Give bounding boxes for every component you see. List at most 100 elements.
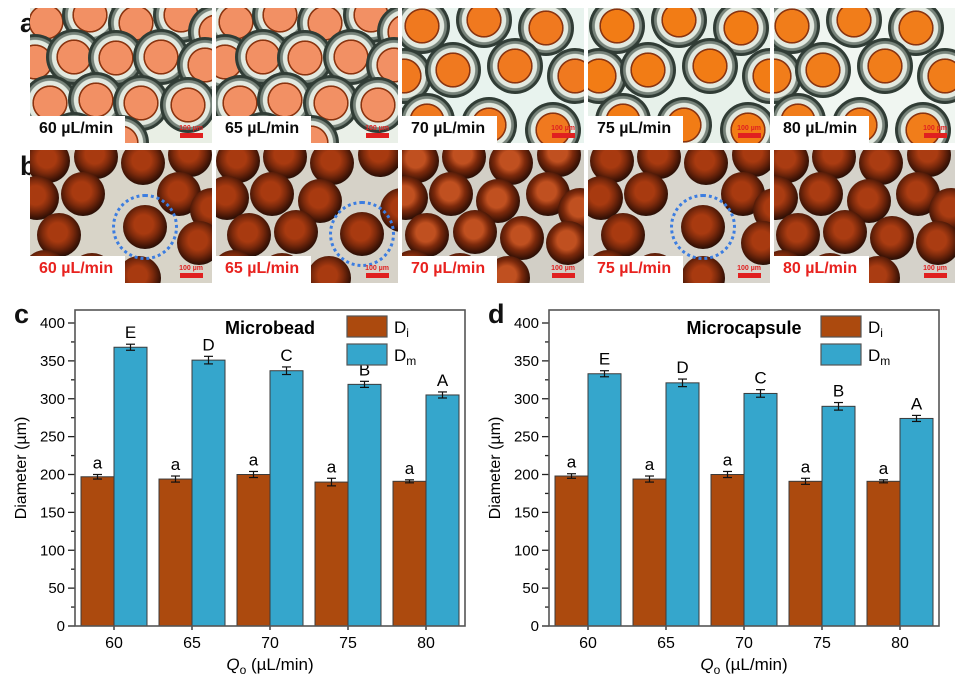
y-tick-label: 300 bbox=[514, 391, 539, 408]
legend-swatch-Dm bbox=[346, 343, 388, 366]
microsphere bbox=[216, 175, 249, 220]
y-tick-label: 400 bbox=[514, 315, 539, 332]
core-shell-droplet bbox=[620, 42, 677, 99]
microsphere bbox=[588, 175, 623, 220]
scale-bar: 100 µm bbox=[923, 125, 947, 138]
microsphere bbox=[357, 150, 398, 178]
y-tick-label: 50 bbox=[522, 580, 539, 597]
microsphere bbox=[740, 221, 770, 266]
bar-Di-60 bbox=[554, 475, 589, 627]
y-tick-label: 100 bbox=[514, 542, 539, 559]
y-tick-label: 0 bbox=[57, 618, 65, 635]
significance-letter: E bbox=[599, 350, 610, 369]
flow-rate-label: 60 µL/min bbox=[30, 256, 126, 283]
y-tick-label: 200 bbox=[40, 467, 65, 484]
microsphere bbox=[120, 150, 165, 186]
flow-rate-label: 70 µL/min bbox=[402, 256, 498, 283]
significance-letter: a bbox=[171, 455, 181, 474]
dotted-highlight-circle bbox=[111, 194, 178, 261]
y-tick-label: 100 bbox=[40, 542, 65, 559]
plot-frame bbox=[548, 309, 940, 627]
micrograph-row-b: 60 µL/min 100 µm 65 µL/min 100 µm 70 µL/min 1… bbox=[0, 150, 955, 283]
bar-Di-75 bbox=[314, 481, 349, 627]
y-tick-label: 300 bbox=[40, 391, 65, 408]
scale-bar-label: 100 µm bbox=[365, 125, 389, 132]
microsphere bbox=[600, 213, 645, 258]
significance-letter: a bbox=[327, 457, 337, 476]
significance-letter: E bbox=[125, 323, 136, 342]
legend-label-Di: Di bbox=[394, 318, 409, 340]
core-shell-droplet bbox=[681, 38, 738, 95]
dotted-highlight-circle bbox=[669, 194, 736, 261]
flow-rate-label: 65 µL/min bbox=[216, 116, 312, 143]
scale-bar-label: 100 µm bbox=[923, 125, 947, 132]
scale-bar-rule bbox=[923, 133, 947, 138]
micrograph-b-70: 70 µL/min 100 µm bbox=[402, 150, 584, 283]
scale-bar-label: 100 µm bbox=[179, 125, 203, 132]
scale-bar-rule bbox=[551, 133, 575, 138]
bar-Dm-60 bbox=[113, 346, 148, 627]
scale-bar-rule bbox=[737, 273, 761, 278]
microsphere bbox=[799, 171, 844, 216]
microsphere bbox=[915, 221, 955, 266]
significance-letter: a bbox=[249, 450, 259, 469]
scale-bar: 100 µm bbox=[365, 265, 389, 278]
bar-Dm-75 bbox=[347, 383, 382, 627]
flow-rate-label: 70 µL/min bbox=[402, 116, 498, 143]
flow-rate-label: 60 µL/min bbox=[30, 116, 126, 143]
significance-letter: a bbox=[567, 453, 577, 472]
core-shell-droplet bbox=[160, 77, 212, 134]
x-tick-label: 80 bbox=[417, 635, 435, 652]
significance-letter: A bbox=[437, 371, 449, 390]
scale-bar-label: 100 µm bbox=[551, 265, 575, 272]
significance-letter: B bbox=[833, 382, 844, 401]
flow-rate-label: 75 µL/min bbox=[588, 116, 684, 143]
microsphere bbox=[452, 210, 497, 255]
scale-bar: 100 µm bbox=[923, 265, 947, 278]
y-tick-label: 50 bbox=[48, 580, 65, 597]
bar-Dm-60 bbox=[587, 373, 622, 627]
y-tick-label: 350 bbox=[514, 353, 539, 370]
scale-bar: 100 µm bbox=[551, 265, 575, 278]
bar-Di-70 bbox=[710, 474, 745, 627]
x-tick-label: 70 bbox=[261, 635, 279, 652]
bar-Di-80 bbox=[866, 480, 901, 627]
scale-bar-rule bbox=[365, 133, 389, 138]
scale-bar-label: 100 µm bbox=[551, 125, 575, 132]
scale-bar-label: 100 µm bbox=[737, 265, 761, 272]
chart-microcapsule: 0 50 100 150 200 250 300 350 400 60 a E 65 a D 70 a C 75 a B… bbox=[487, 309, 940, 677]
micrograph-a-60: 60 µL/min 100 µm bbox=[30, 8, 212, 143]
micrograph-a-70: 70 µL/min 100 µm bbox=[402, 8, 584, 143]
significance-letter: a bbox=[801, 457, 811, 476]
bar-Dm-70 bbox=[743, 392, 778, 627]
scale-bar-rule bbox=[179, 133, 203, 138]
y-tick-label: 250 bbox=[514, 429, 539, 446]
significance-letter: a bbox=[723, 450, 733, 469]
micrograph-a-75: 75 µL/min 100 µm bbox=[588, 8, 770, 143]
x-axis-title: Qo (µL/min) bbox=[700, 655, 787, 677]
significance-letter: D bbox=[676, 358, 688, 377]
scale-bar-rule bbox=[737, 133, 761, 138]
legend-label-Dm: Dm bbox=[394, 346, 416, 368]
microsphere bbox=[684, 150, 729, 186]
micrograph-b-65: 65 µL/min 100 µm bbox=[216, 150, 398, 283]
scale-bar: 100 µm bbox=[737, 125, 761, 138]
y-tick-label: 200 bbox=[514, 467, 539, 484]
scale-bar: 100 µm bbox=[551, 125, 575, 138]
microsphere bbox=[870, 215, 915, 260]
bar-Dm-75 bbox=[821, 405, 856, 627]
chart-microbead: 0 50 100 150 200 250 300 350 400 60 a E 65 a D 70 a C 75 a B… bbox=[13, 309, 466, 677]
bar-Dm-65 bbox=[191, 359, 226, 627]
scale-bar-label: 100 µm bbox=[179, 265, 203, 272]
bar-Di-60 bbox=[80, 476, 115, 627]
micrograph-a-80: 80 µL/min 100 µm bbox=[774, 8, 955, 143]
bar-Dm-80 bbox=[899, 417, 934, 627]
scale-bar-rule bbox=[365, 273, 389, 278]
core-shell-droplet bbox=[486, 38, 543, 95]
flow-rate-label: 80 µL/min bbox=[774, 116, 870, 143]
bar-Di-65 bbox=[632, 478, 667, 627]
panel-label-c: c bbox=[14, 299, 30, 329]
microsphere bbox=[753, 187, 770, 232]
scale-bar: 100 µm bbox=[365, 125, 389, 138]
scale-bar-label: 100 µm bbox=[365, 265, 389, 272]
